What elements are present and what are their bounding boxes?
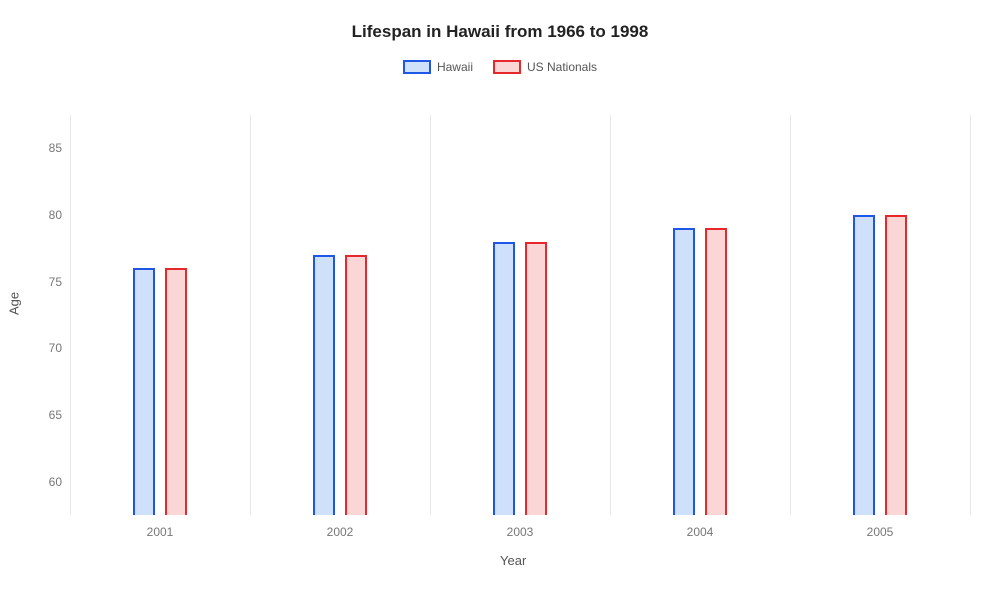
legend: Hawaii US Nationals [0,60,1000,74]
y-tick-label: 60 [49,475,62,489]
bar [525,242,547,515]
bar [853,215,875,515]
gridline-vertical [970,115,971,515]
x-tick-label: 2004 [680,525,720,539]
x-tick-label: 2001 [140,525,180,539]
y-tick-label: 85 [49,141,62,155]
plot-area [70,115,970,515]
chart-title: Lifespan in Hawaii from 1966 to 1998 [0,0,1000,42]
y-tick-label: 70 [49,341,62,355]
gridline-vertical [70,115,71,515]
legend-item-hawaii: Hawaii [403,60,473,74]
bar [885,215,907,515]
legend-label-us: US Nationals [527,60,597,74]
x-axis-label: Year [500,553,526,568]
gridline-vertical [790,115,791,515]
bar [705,228,727,515]
bar [493,242,515,515]
bar [345,255,367,515]
x-tick-label: 2002 [320,525,360,539]
y-axis-label: Age [7,292,22,315]
legend-swatch-hawaii [403,60,431,74]
bar [673,228,695,515]
y-tick-label: 80 [49,208,62,222]
bar [165,268,187,515]
bar [133,268,155,515]
x-tick-label: 2005 [860,525,900,539]
legend-swatch-us [493,60,521,74]
x-tick-label: 2003 [500,525,540,539]
gridline-vertical [250,115,251,515]
gridline-vertical [430,115,431,515]
y-tick-label: 65 [49,408,62,422]
y-tick-label: 75 [49,275,62,289]
legend-label-hawaii: Hawaii [437,60,473,74]
legend-item-us: US Nationals [493,60,597,74]
gridline-vertical [610,115,611,515]
chart-container: Lifespan in Hawaii from 1966 to 1998 Haw… [0,0,1000,600]
bar [313,255,335,515]
